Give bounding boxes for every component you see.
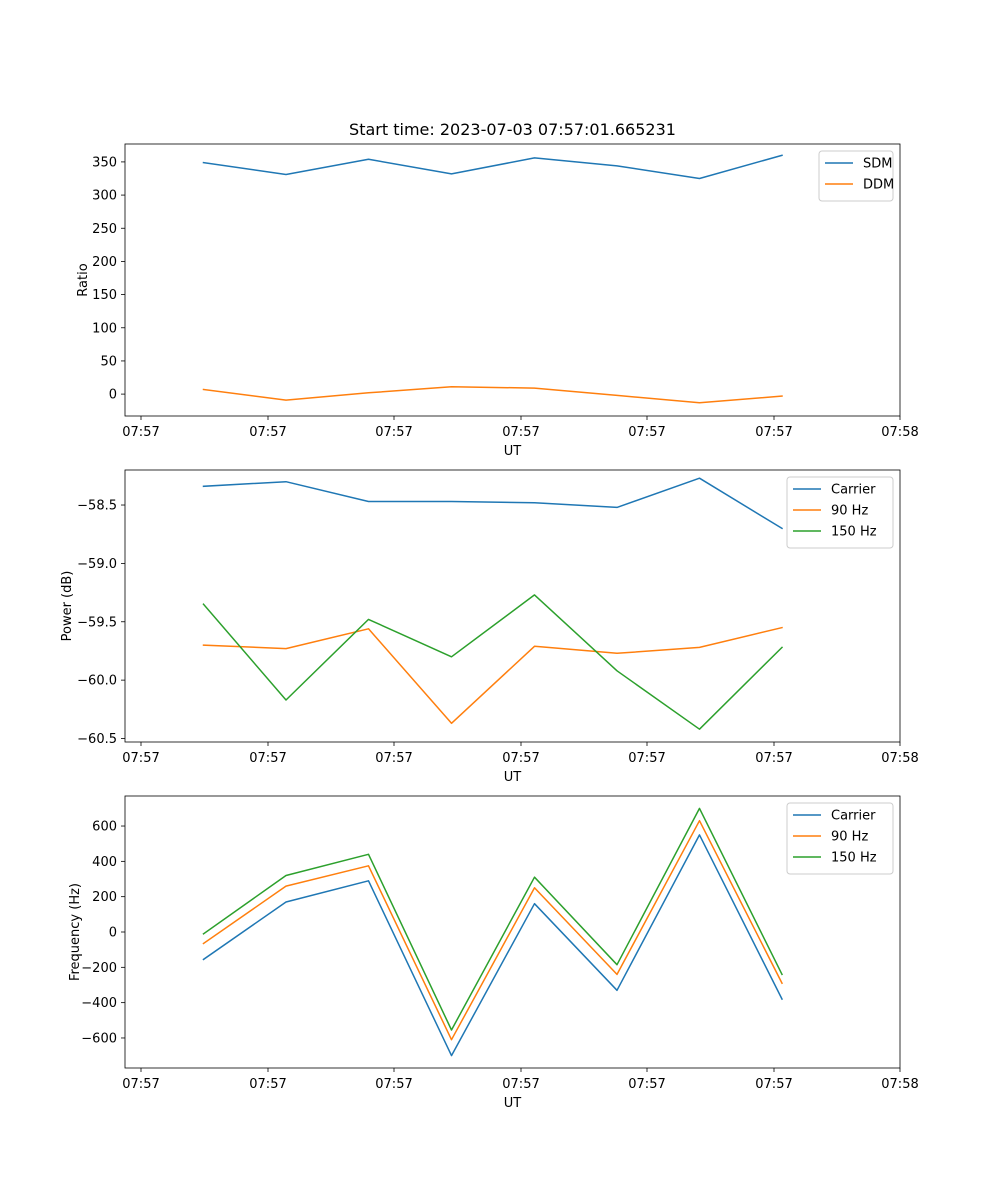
y-tick-label: 250 (92, 222, 117, 237)
legend-label: SDM (863, 157, 892, 172)
x-tick-label: 07:57 (122, 1077, 159, 1092)
series-line-ddm (202, 386, 783, 404)
series-group (202, 154, 783, 404)
series-line-90-hz (202, 819, 784, 1041)
legend-label: 90 Hz (831, 830, 868, 845)
y-axis-label: Frequency (Hz) (68, 883, 83, 981)
x-tick-label: 07:57 (249, 425, 286, 440)
legend-label: Carrier (831, 809, 876, 824)
series-line-150-hz (202, 594, 784, 730)
y-tick-label: 300 (92, 189, 117, 204)
x-tick-label: 07:57 (375, 425, 412, 440)
legend-label: 150 Hz (831, 525, 877, 540)
x-tick-label: 07:57 (249, 1077, 286, 1092)
y-tick-label: −60.0 (77, 674, 117, 689)
series-line-carrier (202, 477, 784, 530)
legend-label: DDM (863, 178, 894, 193)
y-tick-label: −600 (81, 1031, 117, 1046)
x-axis-label: UT (504, 1096, 522, 1111)
subplot-3: 07:57 07:57 07:57 07:57 07:57 07:57 07:58 UT −60… (68, 795, 919, 1111)
y-tick-label: −200 (81, 961, 117, 976)
x-tick-label: 07:57 (628, 425, 665, 440)
y-tick-label: −400 (81, 996, 117, 1011)
x-tick-label: 07:57 (502, 1077, 539, 1092)
x-tick-label: 07:57 (755, 751, 792, 766)
x-tick-label: 07:57 (755, 425, 792, 440)
y-tick-label: 150 (92, 288, 117, 303)
x-tick-label: 07:57 (502, 751, 539, 766)
series-group (202, 477, 784, 730)
y-tick-label: 0 (109, 926, 117, 941)
y-tick-label: 50 (100, 354, 117, 369)
legend-label: Carrier (831, 483, 876, 498)
y-tick-label: 100 (92, 321, 117, 336)
x-tick-label: 07:57 (375, 1077, 412, 1092)
series-line-150-hz (202, 807, 784, 1031)
y-tick-label: 400 (92, 855, 117, 870)
y-tick-label: −58.5 (77, 499, 117, 514)
y-tick-label: 600 (92, 820, 117, 835)
y-axis-label: Power (dB) (60, 571, 75, 642)
y-tick-label: 0 (109, 388, 117, 403)
y-tick-label: −59.0 (77, 557, 117, 572)
x-tick-label: 07:58 (881, 425, 918, 440)
y-tick-label: −59.5 (77, 615, 117, 630)
y-tick-label: 200 (92, 255, 117, 270)
chart-title: Start time: 2023-07-03 07:57:01.665231 (349, 120, 676, 139)
x-tick-label: 07:57 (628, 1077, 665, 1092)
legend-label: 90 Hz (831, 504, 868, 519)
subplot-1: Start time: 2023-07-03 07:57:01.665231 07… (76, 120, 919, 459)
x-axis-label: UT (504, 770, 522, 785)
y-tick-label: −60.5 (77, 732, 117, 747)
x-tick-label: 07:57 (628, 751, 665, 766)
axes-frame (124, 469, 901, 743)
x-tick-label: 07:57 (375, 751, 412, 766)
legend: Carrier 90 Hz 150 Hz (786, 476, 894, 549)
x-tick-label: 07:57 (755, 1077, 792, 1092)
y-axis-label: Ratio (76, 263, 91, 296)
series-line-90-hz (202, 626, 783, 725)
x-tick-label: 07:57 (122, 425, 159, 440)
axes-frame (124, 795, 901, 1069)
x-tick-label: 07:57 (249, 751, 286, 766)
y-tick-label: 350 (92, 155, 117, 170)
subplot-2: 07:57 07:57 07:57 07:57 07:57 07:57 07:58 UT −58… (60, 469, 919, 785)
series-line-carrier (202, 834, 784, 1057)
y-tick-label: 200 (92, 890, 117, 905)
legend: SDM DDM (818, 150, 894, 202)
legend: Carrier 90 Hz 150 Hz (786, 802, 894, 875)
legend-label: 150 Hz (831, 851, 877, 866)
x-axis-label: UT (504, 444, 522, 459)
x-tick-label: 07:58 (881, 1077, 918, 1092)
x-tick-label: 07:58 (881, 751, 918, 766)
x-tick-label: 07:57 (122, 751, 159, 766)
x-tick-label: 07:57 (502, 425, 539, 440)
axes-frame (124, 143, 901, 417)
series-line-sdm (202, 154, 783, 180)
series-group (202, 807, 784, 1057)
